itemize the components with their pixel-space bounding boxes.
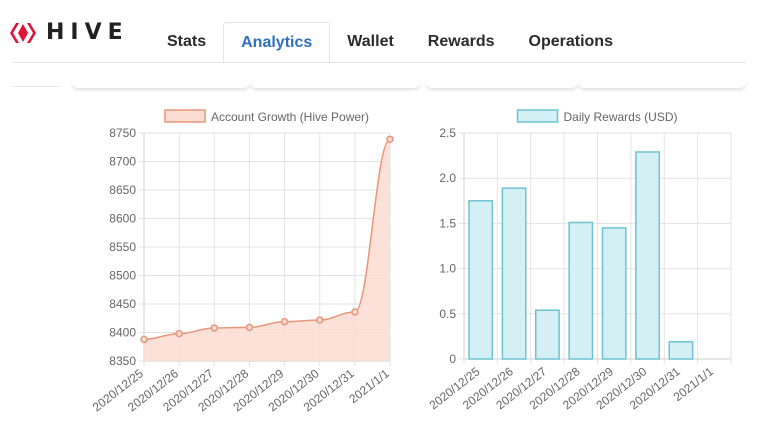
data-point[interactable] (175, 329, 183, 338)
y-tick-label: 1.0 (439, 262, 456, 276)
x-tick-label: 2021/1/1 (346, 366, 392, 406)
y-tick-label: 2.5 (439, 126, 456, 140)
growth-legend-label: Account Growth (Hive Power) (211, 110, 369, 124)
y-tick-label: 8700 (109, 155, 136, 169)
data-point[interactable] (386, 135, 394, 144)
rewards-legend-label: Daily Rewards (USD) (563, 110, 677, 124)
daily-rewards-chart: 00.51.01.52.02.5 2020/12/252020/12/26202… (427, 109, 732, 412)
growth-area-fill (144, 139, 390, 361)
y-tick-label: 8400 (109, 326, 136, 340)
data-point[interactable] (351, 308, 359, 316)
tab-rewards[interactable]: Rewards (427, 33, 495, 50)
y-tick-label: 8450 (109, 297, 136, 311)
y-tick-label: 8500 (109, 269, 136, 283)
y-tick-label: 0.5 (439, 307, 456, 321)
y-tick-label: 0 (449, 352, 456, 366)
reward-bar[interactable] (501, 187, 527, 360)
reward-bar[interactable] (568, 221, 594, 360)
data-point[interactable] (140, 335, 148, 344)
tab-divider (12, 62, 746, 63)
brand-logo[interactable]: HIVE (10, 20, 129, 45)
tab-operations[interactable]: Operations (528, 33, 613, 50)
card-edge (12, 86, 60, 87)
account-growth-chart: 8350 8400 8450 8500 8550 8600 8650 8700 8750 202… (90, 109, 394, 414)
data-point[interactable] (210, 324, 219, 332)
card-top-middle (250, 82, 420, 88)
rewards-legend[interactable]: Daily Rewards (USD) (516, 109, 678, 124)
hive-logo-icon (10, 22, 36, 43)
growth-legend[interactable]: Account Growth (Hive Power) (164, 109, 369, 124)
y-tick-label: 1.5 (439, 216, 456, 230)
y-tick-label: 8550 (109, 240, 136, 254)
top-navigation-bar: HIVE Stats Analytics Wallet Rewards Oper… (0, 0, 768, 64)
reward-bar[interactable] (601, 227, 627, 360)
data-point[interactable] (245, 323, 254, 332)
y-tick-label: 2.0 (439, 171, 456, 185)
y-tick-label: 8350 (109, 354, 136, 368)
card-top-left (72, 82, 250, 88)
card-top-right-b (578, 82, 746, 88)
y-tick-label: 8650 (109, 183, 136, 197)
data-point[interactable] (315, 316, 324, 324)
tab-wallet[interactable]: Wallet (347, 33, 394, 50)
brand-name: HIVE (46, 20, 129, 45)
growth-legend-swatch (164, 109, 206, 123)
tab-stats[interactable]: Stats (167, 33, 207, 50)
y-tick-label: 8750 (109, 126, 136, 140)
tab-analytics[interactable]: Analytics (223, 22, 331, 64)
data-point[interactable] (280, 317, 289, 326)
reward-bar[interactable] (668, 341, 694, 360)
rewards-legend-swatch (516, 109, 559, 123)
reward-bar[interactable] (468, 200, 494, 360)
y-tick-label: 8600 (109, 212, 136, 226)
reward-bar[interactable] (635, 151, 660, 360)
card-top-right-a (426, 82, 578, 88)
reward-bar[interactable] (535, 309, 560, 360)
tab-bar: Stats Analytics Wallet Rewards Operation… (150, 22, 630, 64)
